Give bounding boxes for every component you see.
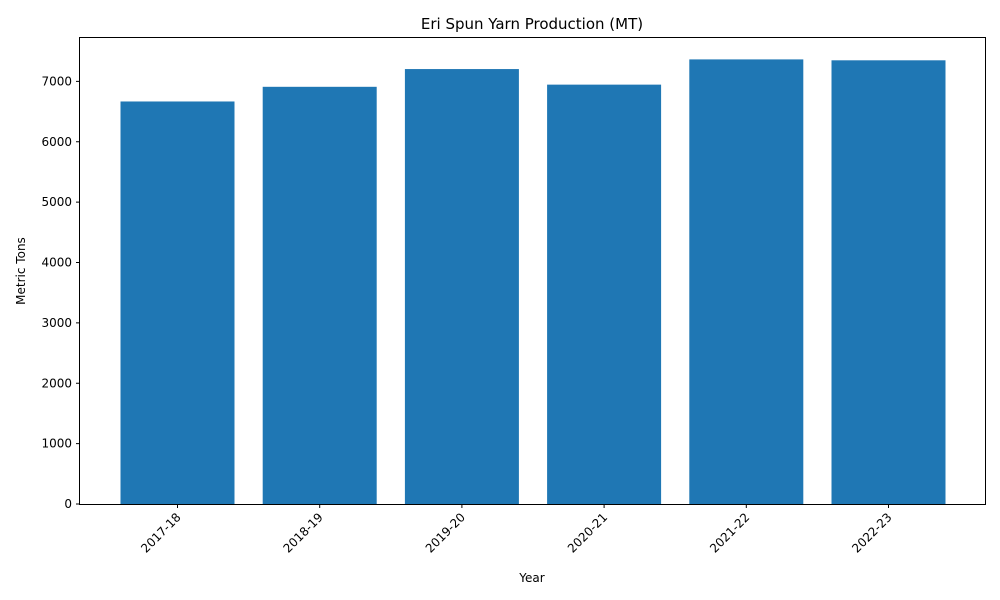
- bar-2017-18: [120, 101, 235, 505]
- chart-title: Eri Spun Yarn Production (MT): [421, 15, 643, 33]
- plot-frame: [79, 37, 986, 505]
- bar-2022-23: [831, 60, 946, 504]
- x-tick-label: 2019-20: [423, 510, 468, 555]
- bar-2019-20: [404, 69, 519, 504]
- y-tick-label: 2000: [41, 376, 72, 390]
- x-axis: 2017-18 2018-19 2019-20 2020-21 2021-22 2022-…: [138, 504, 895, 556]
- x-tick-label: 2017-18: [138, 510, 183, 555]
- x-tick-label: 2018-19: [280, 510, 325, 555]
- y-tick-label: 6000: [41, 135, 72, 149]
- y-axis: 0 1000 2000 3000 4000 5000 6000 7000: [41, 74, 80, 511]
- bar-2018-19: [262, 86, 377, 504]
- x-tick-label: 2021-22: [707, 510, 752, 555]
- y-tick-label: 1000: [41, 437, 72, 451]
- y-tick-label: 5000: [41, 195, 72, 209]
- y-axis-label: Metric Tons: [14, 237, 28, 305]
- y-tick-label: 3000: [41, 316, 72, 330]
- y-tick-label: 4000: [41, 256, 72, 270]
- bar-2021-22: [689, 59, 804, 504]
- y-tick-label: 0: [64, 497, 72, 511]
- bars-group: [120, 59, 946, 505]
- x-tick-label: 2020-21: [565, 510, 610, 555]
- bar-2020-21: [547, 84, 662, 505]
- x-tick-label: 2022-23: [849, 510, 894, 555]
- y-tick-label: 7000: [41, 74, 72, 88]
- x-axis-label: Year: [518, 571, 544, 585]
